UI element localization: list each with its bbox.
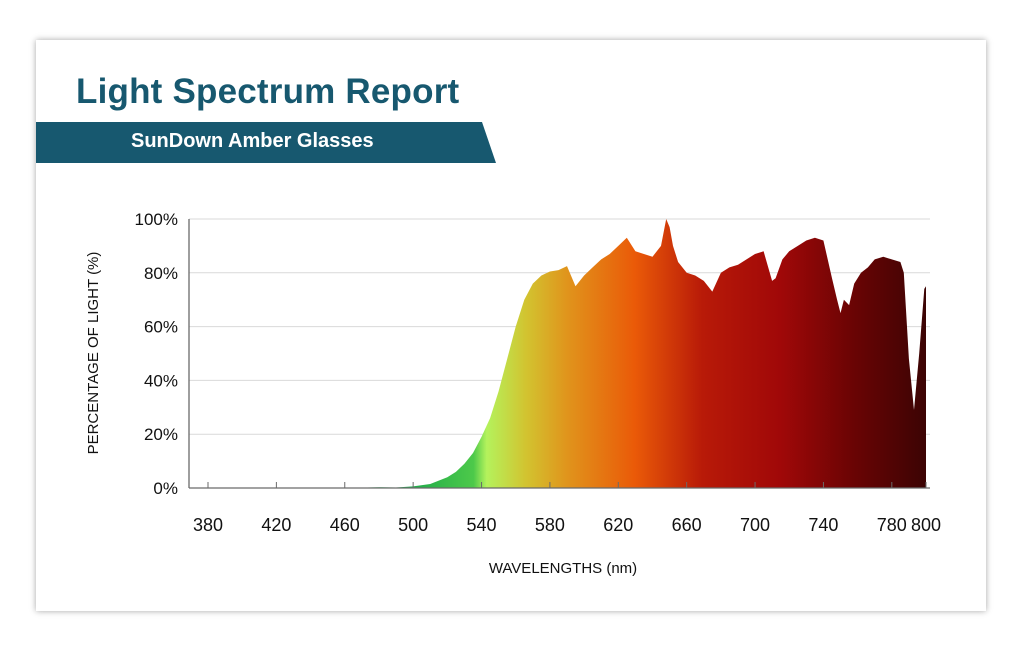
x-tick-label: 780 [877,515,907,535]
page-title: Light Spectrum Report [76,72,460,111]
x-tick-label: 380 [193,515,223,535]
y-tick-label: 0% [153,479,178,498]
x-tick-label: 540 [467,515,497,535]
x-tick-label: 660 [672,515,702,535]
x-tick-label: 700 [740,515,770,535]
x-tick-label: 620 [603,515,633,535]
y-tick-label: 40% [144,371,178,390]
y-axis-label: PERCENTAGE OF LIGHT (%) [85,252,102,455]
x-tick-label: 800 [911,515,941,535]
y-tick-label: 60% [144,318,178,337]
x-tick-label: 580 [535,515,565,535]
y-tick-label: 80% [144,264,178,283]
y-tick-label: 100% [135,210,178,229]
x-tick-label: 420 [261,515,291,535]
x-axis-label: WAVELENGTHS (nm) [489,560,637,577]
x-tick-label: 460 [330,515,360,535]
chart-subtitle: SunDown Amber Glasses [131,130,374,152]
spectrum-area [208,219,926,488]
subtitle-banner [36,122,496,163]
x-tick-label: 740 [808,515,838,535]
y-tick-label: 20% [144,425,178,444]
x-tick-label: 500 [398,515,428,535]
